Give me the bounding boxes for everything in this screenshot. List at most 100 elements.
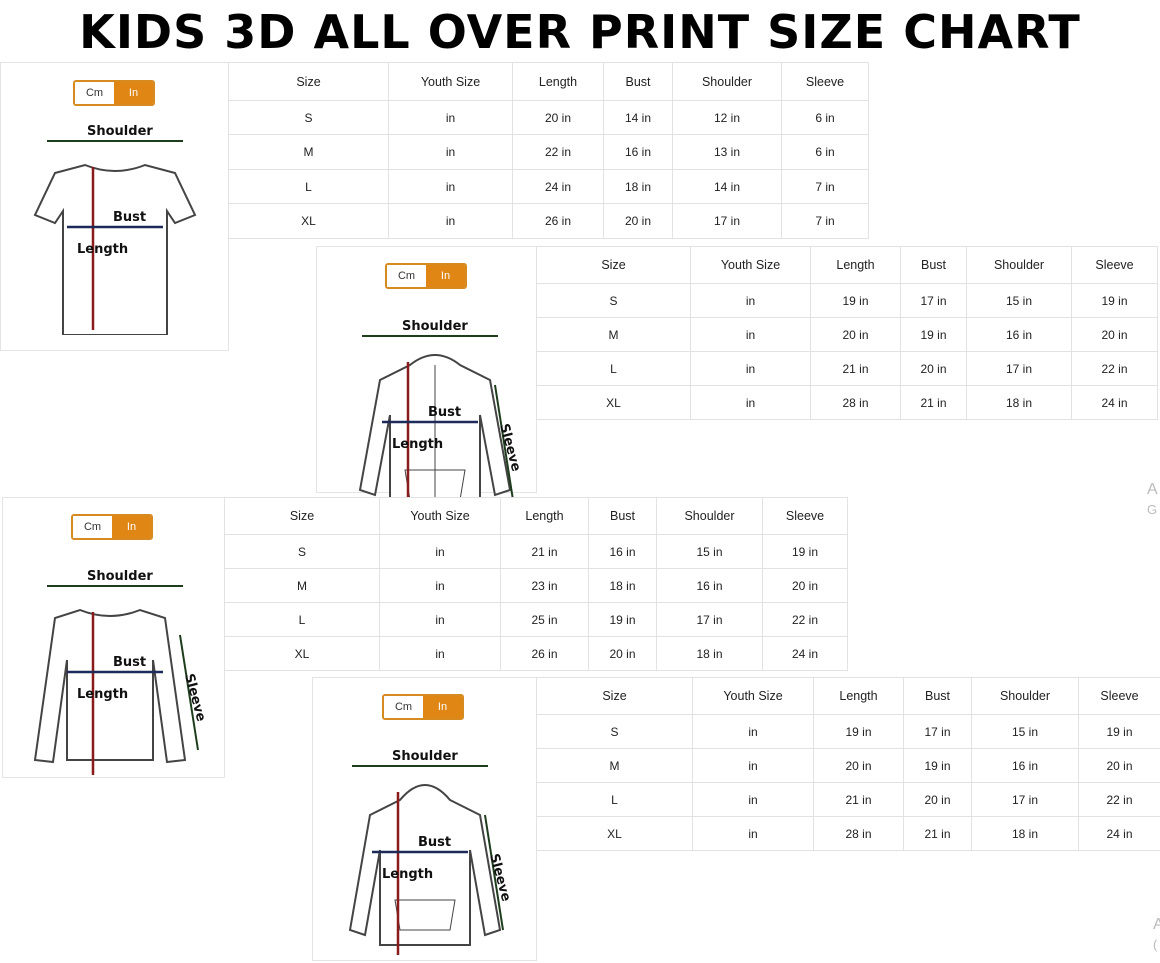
table-cell: L bbox=[536, 351, 691, 386]
table-cell: 24 in bbox=[1071, 385, 1158, 420]
column-header: Youth Size bbox=[692, 677, 814, 715]
table-cell: 24 in bbox=[1078, 816, 1160, 851]
table-cell: 20 in bbox=[810, 317, 901, 352]
watermark-fragment: A( bbox=[1153, 916, 1160, 952]
table-cell: 23 in bbox=[500, 568, 589, 603]
table-cell: 26 in bbox=[512, 203, 604, 239]
table-cell: 17 in bbox=[900, 283, 967, 318]
table-cell: 19 in bbox=[900, 317, 967, 352]
table-cell: S bbox=[224, 534, 380, 569]
column-header: Bust bbox=[588, 497, 657, 535]
column-header: Size bbox=[224, 497, 380, 535]
table-cell: 20 in bbox=[603, 203, 673, 239]
table-cell: in bbox=[379, 534, 501, 569]
table-cell: 22 in bbox=[512, 134, 604, 170]
column-header: Length bbox=[813, 677, 904, 715]
unit-in-button[interactable]: In bbox=[426, 265, 465, 287]
column-header: Bust bbox=[900, 246, 967, 284]
table-cell: M bbox=[536, 317, 691, 352]
long-sleeve-diagram: Shoulder Bust Length Sleeve bbox=[33, 569, 205, 775]
table-cell: 20 in bbox=[762, 568, 848, 603]
table-row: XL in 28 in 21 in 18 in 24 in bbox=[536, 816, 1160, 851]
unit-cm-button[interactable]: Cm bbox=[384, 696, 423, 718]
table-cell: 14 in bbox=[672, 169, 782, 204]
table-cell: 7 in bbox=[781, 203, 869, 239]
table-cell: 26 in bbox=[500, 636, 589, 671]
table-header-row: Size Youth Size Length Bust Shoulder Sleeve bbox=[224, 497, 848, 535]
table-cell: 24 in bbox=[512, 169, 604, 204]
table-cell: 15 in bbox=[966, 283, 1072, 318]
column-header: Length bbox=[512, 62, 604, 101]
table-cell: in bbox=[692, 816, 814, 851]
svg-text:Length: Length bbox=[382, 867, 433, 882]
column-header: Youth Size bbox=[379, 497, 501, 535]
table-cell: 19 in bbox=[1071, 283, 1158, 318]
table-cell: S bbox=[228, 100, 389, 135]
column-header: Size bbox=[536, 246, 691, 284]
table-row: XL in 28 in 21 in 18 in 24 in bbox=[536, 385, 1158, 420]
unit-in-button[interactable]: In bbox=[423, 696, 462, 718]
column-header: Bust bbox=[903, 677, 972, 715]
unit-in-button[interactable]: In bbox=[112, 516, 151, 538]
column-header: Size bbox=[228, 62, 389, 101]
unit-in-button[interactable]: In bbox=[114, 82, 153, 104]
table-cell: 17 in bbox=[903, 714, 972, 749]
table-cell: 21 in bbox=[900, 385, 967, 420]
svg-text:Bust: Bust bbox=[113, 210, 146, 225]
unit-cm-button[interactable]: Cm bbox=[73, 516, 112, 538]
table-cell: 20 in bbox=[813, 748, 904, 783]
table-cell: 19 in bbox=[810, 283, 901, 318]
svg-text:Bust: Bust bbox=[418, 835, 451, 850]
table-cell: 20 in bbox=[512, 100, 604, 135]
table-cell: in bbox=[690, 317, 811, 352]
table-cell: 24 in bbox=[762, 636, 848, 671]
unit-cm-button[interactable]: Cm bbox=[387, 265, 426, 287]
table-cell: in bbox=[379, 602, 501, 637]
table-cell: in bbox=[379, 568, 501, 603]
table-cell: 17 in bbox=[672, 203, 782, 239]
column-header: Shoulder bbox=[672, 62, 782, 101]
table-cell: 12 in bbox=[672, 100, 782, 135]
unit-toggle[interactable]: Cm In bbox=[73, 80, 155, 106]
table-cell: in bbox=[388, 100, 513, 135]
svg-text:Length: Length bbox=[77, 242, 128, 257]
page-title: KIDS 3D ALL OVER PRINT SIZE CHART bbox=[79, 5, 1081, 59]
svg-text:Sleeve: Sleeve bbox=[181, 672, 205, 723]
pullover-hoodie-diagram: Shoulder Bust Length Sleeve bbox=[348, 749, 510, 955]
svg-text:Shoulder: Shoulder bbox=[402, 319, 468, 334]
table-cell: 16 in bbox=[656, 568, 763, 603]
svg-text:Length: Length bbox=[77, 687, 128, 702]
table-cell: 21 in bbox=[903, 816, 972, 851]
table-header-row: Size Youth Size Length Bust Shoulder Sleeve bbox=[228, 62, 869, 101]
table-cell: in bbox=[388, 134, 513, 170]
unit-cm-button[interactable]: Cm bbox=[75, 82, 114, 104]
table-cell: 6 in bbox=[781, 134, 869, 170]
table-cell: 16 in bbox=[971, 748, 1079, 783]
table-cell: in bbox=[388, 203, 513, 239]
zip-hoodie-diagram: Shoulder Bust Length Sleeve bbox=[358, 319, 520, 525]
table-row: XL in 26 in 20 in 18 in 24 in bbox=[224, 636, 848, 671]
unit-toggle[interactable]: Cm In bbox=[382, 694, 464, 720]
table-cell: 19 in bbox=[1078, 714, 1160, 749]
table-cell: in bbox=[690, 385, 811, 420]
table-cell: in bbox=[690, 283, 811, 318]
table-cell: 16 in bbox=[588, 534, 657, 569]
table-cell: 19 in bbox=[588, 602, 657, 637]
unit-toggle[interactable]: Cm In bbox=[385, 263, 467, 289]
table-cell: 6 in bbox=[781, 100, 869, 135]
table-cell: in bbox=[690, 351, 811, 386]
table-cell: 18 in bbox=[603, 169, 673, 204]
table-cell: 20 in bbox=[903, 782, 972, 817]
table-cell: XL bbox=[536, 385, 691, 420]
unit-toggle[interactable]: Cm In bbox=[71, 514, 153, 540]
